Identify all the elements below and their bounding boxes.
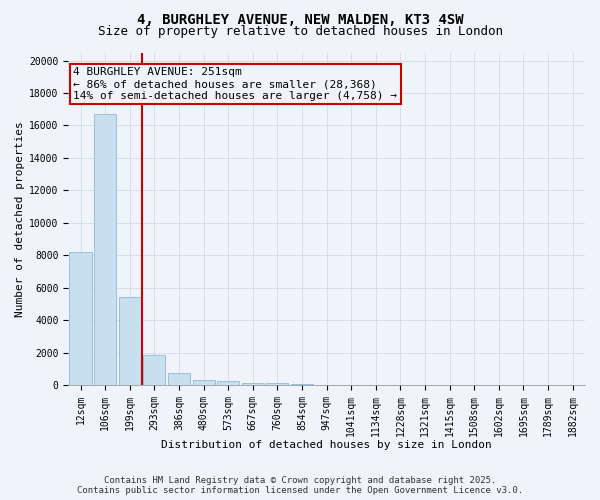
Y-axis label: Number of detached properties: Number of detached properties	[15, 121, 25, 316]
Bar	[119, 298, 141, 385]
Bar	[291, 384, 313, 385]
Text: Contains HM Land Registry data © Crown copyright and database right 2025.
Contai: Contains HM Land Registry data © Crown c…	[77, 476, 523, 495]
Bar	[70, 252, 92, 385]
Bar	[217, 382, 239, 385]
Text: 4 BURGHLEY AVENUE: 251sqm
← 86% of detached houses are smaller (28,368)
14% of s: 4 BURGHLEY AVENUE: 251sqm ← 86% of detac…	[73, 68, 397, 100]
Text: 4, BURGHLEY AVENUE, NEW MALDEN, KT3 4SW: 4, BURGHLEY AVENUE, NEW MALDEN, KT3 4SW	[137, 12, 463, 26]
Bar	[266, 383, 289, 385]
Bar	[94, 114, 116, 385]
Bar	[242, 382, 264, 385]
X-axis label: Distribution of detached houses by size in London: Distribution of detached houses by size …	[161, 440, 492, 450]
Bar	[168, 373, 190, 385]
Bar	[193, 380, 215, 385]
Text: Size of property relative to detached houses in London: Size of property relative to detached ho…	[97, 25, 503, 38]
Bar	[143, 355, 166, 385]
